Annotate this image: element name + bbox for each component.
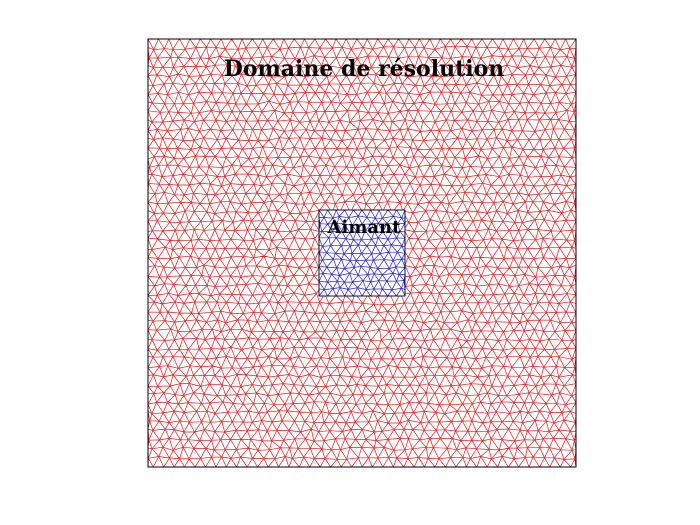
magnet-mesh xyxy=(318,209,406,297)
domain-boundary xyxy=(147,38,577,468)
magnet-boundary xyxy=(318,209,406,297)
magnet-label: Aimant xyxy=(327,217,402,238)
domain-label: Domaine de résolution xyxy=(224,56,505,82)
